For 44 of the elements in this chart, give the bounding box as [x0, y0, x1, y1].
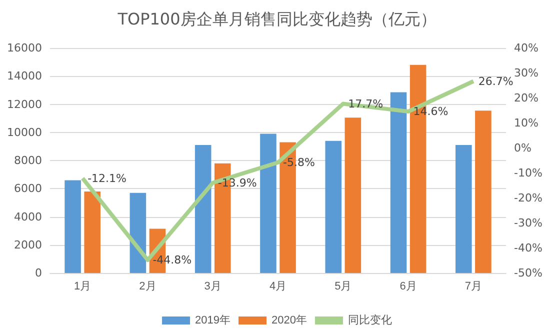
x-tick-label: 1月 — [74, 280, 92, 292]
bar — [475, 110, 492, 273]
y2-tick-label: -50% — [514, 266, 542, 280]
bar — [64, 180, 81, 273]
bar — [260, 134, 276, 273]
y-tick-label: 2000 — [14, 238, 42, 252]
y-tick-label: 0 — [35, 266, 42, 280]
data-label: 26.7% — [478, 74, 514, 88]
y2-tick-label: 40% — [514, 42, 538, 54]
data-label: -12.1% — [88, 172, 126, 185]
bar — [325, 140, 342, 273]
legend-label: 2020年 — [272, 314, 307, 326]
legend-label: 同比变化 — [348, 314, 392, 326]
bar — [390, 92, 407, 273]
bar — [344, 118, 362, 273]
x-tick-label: 5月 — [334, 280, 352, 292]
legend-label: 2019年 — [195, 314, 231, 326]
x-tick-label: 4月 — [269, 280, 287, 292]
x-tick-label: 6月 — [400, 280, 417, 292]
data-label: 17.7% — [348, 97, 384, 110]
y2-tick-label: 20% — [514, 92, 538, 104]
line-series — [80, 79, 476, 262]
x-tick-label: 2月 — [139, 280, 156, 292]
x-tick-label: 3月 — [204, 280, 222, 292]
y-tick-label: 10000 — [7, 126, 42, 139]
y2-tick-label: 0% — [514, 142, 532, 154]
y2-tick-label: 30% — [514, 66, 538, 80]
chart-title: TOP100房企单月销售同比变化趋势（亿元） — [116, 10, 436, 28]
y-tick-label: 12000 — [7, 98, 42, 111]
y2-tick-label: -30% — [514, 216, 542, 230]
y-tick-label: 8000 — [14, 154, 42, 167]
y2-tick-label: -20% — [514, 192, 542, 204]
bar — [130, 192, 146, 273]
y-tick-label: 16000 — [7, 42, 42, 54]
y-tick-label: 6000 — [14, 182, 42, 196]
y2-tick-label: -40% — [514, 242, 542, 254]
bar — [84, 191, 100, 273]
x-tick-label: 7月 — [464, 280, 482, 292]
y2-tick-label: -10% — [514, 166, 542, 180]
y-tick-label: 4000 — [14, 210, 42, 224]
y-tick-label: 14000 — [7, 70, 42, 83]
bar — [194, 145, 212, 273]
bar — [456, 145, 472, 273]
y2-tick-label: 10% — [514, 116, 538, 130]
